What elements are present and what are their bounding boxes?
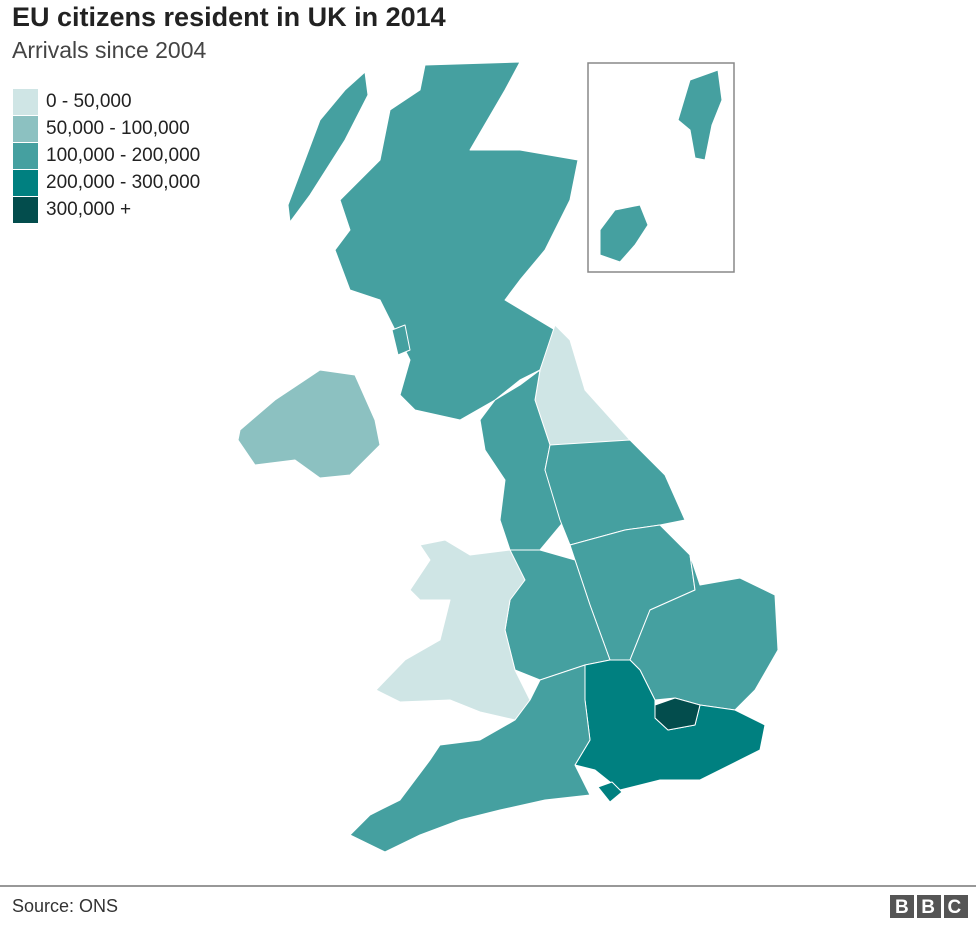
legend-swatch	[13, 170, 38, 196]
orkney	[599, 204, 649, 263]
wales	[375, 539, 531, 721]
inset-frame	[587, 62, 735, 273]
south-east	[574, 659, 766, 791]
legend-label: 0 - 50,000	[46, 91, 132, 112]
bbc-logo: BBC	[890, 895, 974, 918]
logo-block	[944, 895, 968, 918]
legend-label: 200,000 - 300,000	[46, 172, 200, 193]
source: Source: ONS	[12, 896, 118, 916]
legend-label: 100,000 - 200,000	[46, 145, 200, 166]
legend: 0 - 50,000 50,000 - 100,000 100,000 - 200,…	[13, 89, 200, 223]
subtitle: Arrivals since 2004	[12, 37, 207, 63]
map	[237, 61, 779, 853]
legend-label: 300,000 +	[46, 199, 131, 220]
legend-swatch	[13, 197, 38, 223]
shetland	[677, 69, 723, 161]
arran	[391, 324, 411, 356]
outer-hebrides	[287, 71, 369, 223]
logo-text: BBC	[895, 897, 974, 918]
legend-swatch	[13, 89, 38, 115]
legend-swatch	[13, 116, 38, 142]
logo-block	[917, 895, 941, 918]
northern-ireland	[237, 369, 381, 479]
legend-swatch	[13, 143, 38, 169]
isle-of-wight	[597, 781, 623, 803]
south-west	[349, 664, 591, 853]
london	[654, 697, 701, 731]
title: EU citizens resident in UK in 2014	[12, 2, 446, 32]
logo-block	[890, 895, 914, 918]
legend-label: 50,000 - 100,000	[46, 118, 190, 139]
